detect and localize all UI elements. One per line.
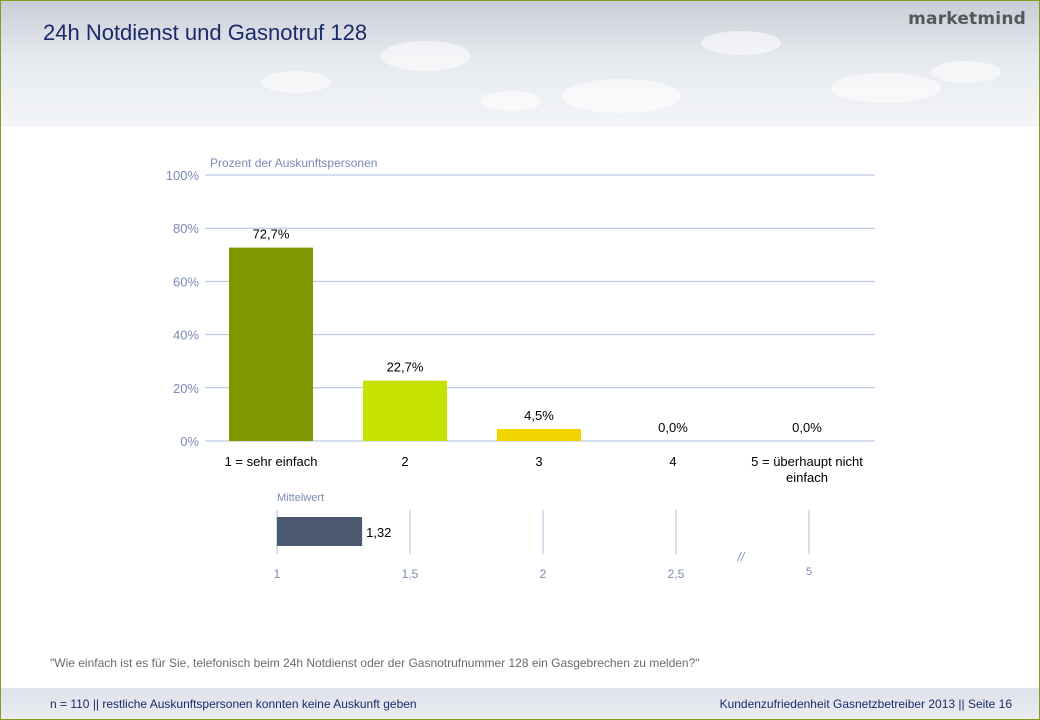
- bar-value-label: 22,7%: [387, 360, 424, 375]
- mean-chart-title: Mittelwert: [277, 492, 324, 504]
- y-tick-label: 40%: [173, 328, 199, 343]
- footer-page-info: Kundenzufriedenheit Gasnetzbetreiber 201…: [719, 697, 1012, 711]
- mean-bar: [277, 517, 363, 546]
- bar-value-label: 4,5%: [524, 408, 554, 423]
- y-tick-label: 0%: [180, 434, 199, 449]
- footer-sample-note: n = 110 || restliche Auskunftspersonen k…: [50, 697, 417, 711]
- axis-break-mark: //: [737, 550, 746, 564]
- x-tick-label: 2: [401, 454, 408, 469]
- header-band: [1, 1, 1039, 127]
- y-tick-label: 20%: [173, 381, 199, 396]
- survey-question: "Wie einfach ist es für Sie, telefonisch…: [50, 656, 700, 670]
- footer-bar: n = 110 || restliche Auskunftspersonen k…: [1, 688, 1039, 719]
- bar-value-label: 0,0%: [792, 420, 822, 435]
- bar: [497, 429, 581, 441]
- mean-tick-label: 5: [806, 566, 812, 578]
- bar: [229, 247, 313, 441]
- mean-value-label: 1,32: [366, 525, 391, 540]
- x-tick-label: 4: [669, 454, 676, 469]
- y-tick-label: 60%: [173, 274, 199, 289]
- mean-tick-label: 1: [274, 567, 281, 581]
- bar: [363, 380, 447, 441]
- brand-logo: marketmind: [908, 9, 1026, 29]
- x-tick-label: 1 = sehr einfach: [225, 454, 318, 469]
- x-tick-label: 5 = überhaupt nicht einfach: [751, 454, 863, 485]
- y-axis-label: Prozent der Auskunftspersonen: [210, 156, 377, 170]
- bar-value-label: 72,7%: [253, 227, 290, 242]
- y-tick-label: 80%: [173, 221, 199, 236]
- bar-value-label: 0,0%: [658, 420, 688, 435]
- mean-tick-label: 1,5: [402, 567, 419, 581]
- mean-tick-label: 2: [540, 567, 547, 581]
- y-tick-label: 100%: [166, 168, 200, 183]
- page-title: 24h Notdienst und Gasnotruf 128: [43, 20, 368, 45]
- x-tick-label: 3: [535, 454, 542, 469]
- mean-tick-label: 2,5: [668, 567, 685, 581]
